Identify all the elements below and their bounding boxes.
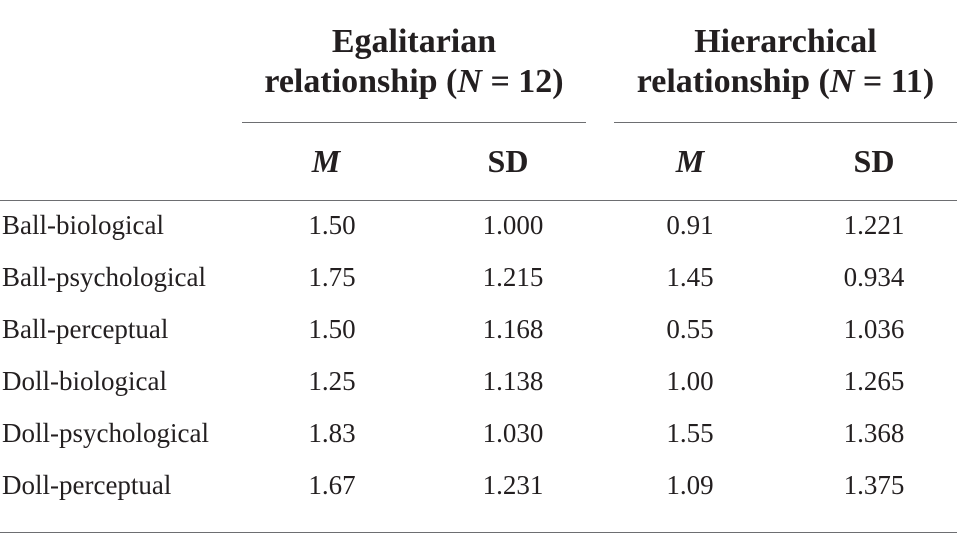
- group-header-hierarchical: Hierarchical relationship (N = 11): [614, 22, 957, 102]
- cell-mean: 1.25: [308, 366, 356, 396]
- group-rule-egalitarian: [242, 122, 586, 123]
- group-header-line2: relationship (N = 12): [242, 62, 586, 102]
- group-header-prefix: relationship (: [636, 63, 830, 100]
- cell-sd: 1.138: [482, 366, 544, 396]
- cell-sd: 1.168: [482, 314, 544, 344]
- cell-sd: 1.375: [843, 470, 905, 500]
- cell-sd: 1.000: [482, 210, 544, 240]
- cell-mean: 1.67: [308, 470, 356, 500]
- subheader-mean: M: [311, 143, 341, 179]
- row-label: Doll-psychological: [2, 418, 209, 448]
- group-header-line1: Hierarchical: [694, 23, 877, 60]
- cell-mean: 0.55: [666, 314, 714, 344]
- row-label: Doll-perceptual: [2, 470, 172, 500]
- row-label: Ball-biological: [2, 210, 164, 240]
- row-label: Ball-perceptual: [2, 314, 169, 344]
- n-symbol: N: [457, 63, 482, 100]
- cell-mean: 1.55: [666, 418, 714, 448]
- cell-mean: 1.50: [308, 210, 356, 240]
- cell-sd: 1.265: [843, 366, 905, 396]
- cell-mean: 1.50: [308, 314, 356, 344]
- subheader-sd: SD: [853, 143, 895, 179]
- cell-sd: 0.934: [843, 262, 905, 292]
- cell-mean: 1.83: [308, 418, 356, 448]
- group-header-suffix: = 12): [481, 63, 564, 100]
- subheader-mean: M: [675, 143, 705, 179]
- cell-sd: 1.221: [843, 210, 905, 240]
- cell-mean: 1.45: [666, 262, 714, 292]
- row-label: Ball-psychological: [2, 262, 206, 292]
- row-label: Doll-biological: [2, 366, 167, 396]
- group-header-line1: Egalitarian: [331, 23, 497, 60]
- group-header-suffix: = 11): [854, 63, 935, 100]
- bottom-rule: [0, 532, 957, 533]
- cell-mean: 0.91: [666, 210, 714, 240]
- group-rule-hierarchical: [614, 122, 957, 123]
- cell-mean: 1.09: [666, 470, 714, 500]
- cell-sd: 1.368: [843, 418, 905, 448]
- group-header-egalitarian: Egalitarian relationship (N = 12): [242, 22, 586, 102]
- group-header-prefix: relationship (: [264, 63, 458, 100]
- cell-sd: 1.030: [482, 418, 544, 448]
- cell-sd: 1.036: [843, 314, 905, 344]
- n-symbol: N: [829, 63, 855, 100]
- cell-mean: 1.00: [666, 366, 714, 396]
- subheader-sd: SD: [487, 143, 529, 179]
- cell-sd: 1.215: [482, 262, 544, 292]
- group-header-line2: relationship (N = 11): [614, 62, 957, 102]
- header-rule: [0, 200, 957, 201]
- cell-mean: 1.75: [308, 262, 356, 292]
- cell-sd: 1.231: [482, 470, 544, 500]
